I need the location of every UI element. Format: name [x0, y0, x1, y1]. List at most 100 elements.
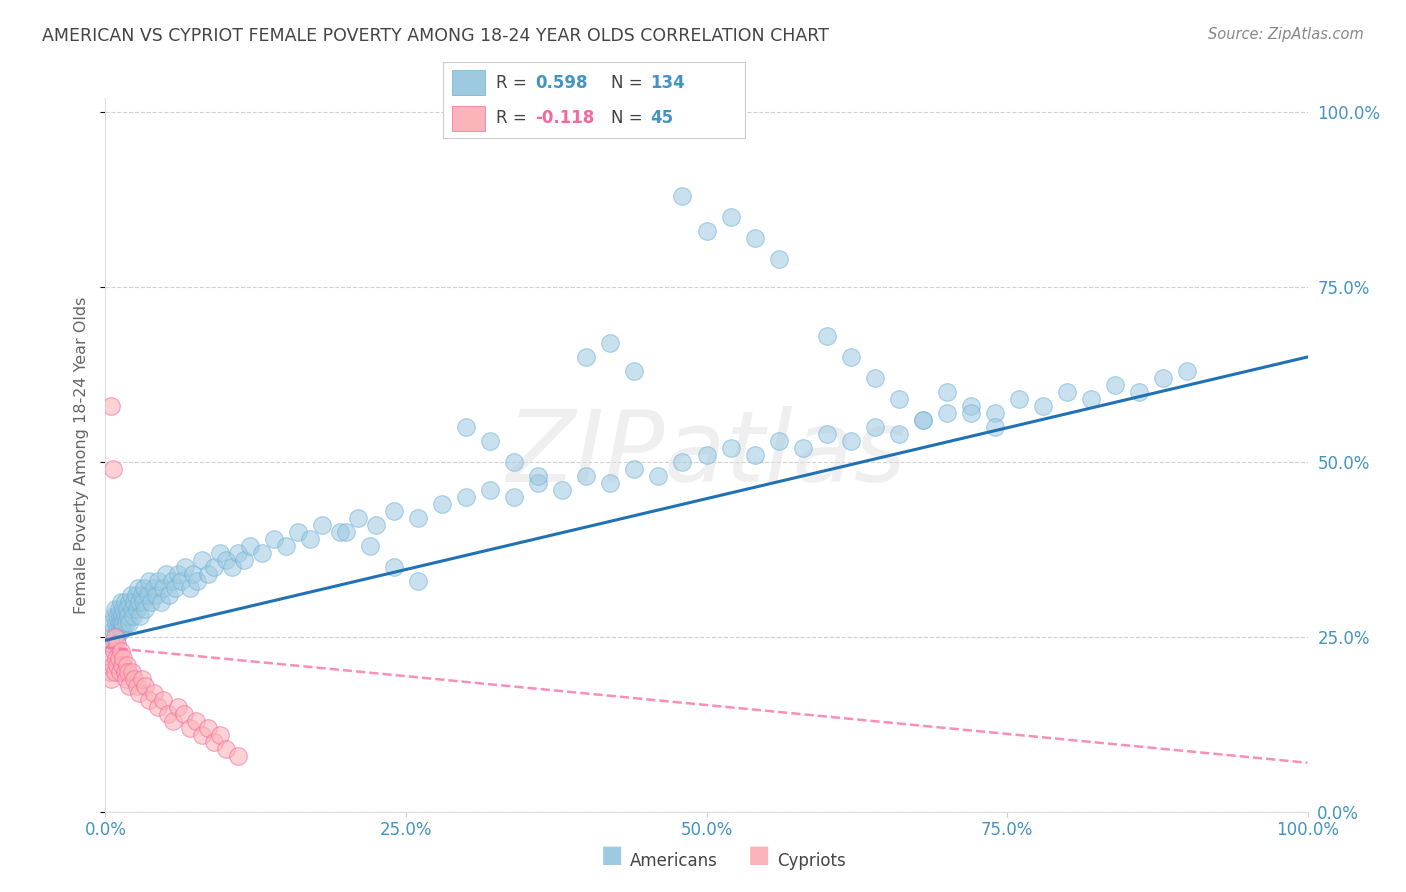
Point [118, 615, 141, 630]
Point [647, 469, 669, 483]
Point [815, 329, 838, 343]
Point [173, 706, 195, 721]
Point [984, 406, 1007, 420]
Text: Americans: Americans [630, 852, 718, 870]
Point [186, 574, 208, 588]
Text: Cypriots: Cypriots [778, 852, 846, 870]
Point [298, 532, 321, 546]
Point [1056, 384, 1078, 399]
Point [454, 420, 477, 434]
Point [454, 490, 477, 504]
Point [101, 462, 124, 476]
Point [551, 483, 574, 497]
Point [696, 448, 718, 462]
Point [232, 553, 254, 567]
Point [156, 706, 179, 721]
Point [115, 615, 138, 630]
Point [202, 559, 225, 574]
Point [406, 511, 429, 525]
Point [173, 559, 195, 574]
Point [671, 455, 693, 469]
Point [527, 469, 550, 483]
Point [115, 602, 138, 616]
Point [107, 623, 129, 637]
Point [100, 615, 122, 630]
Point [111, 608, 134, 623]
Point [98, 650, 121, 665]
Point [160, 574, 183, 588]
Point [744, 231, 766, 245]
Point [359, 539, 381, 553]
Point [108, 665, 131, 679]
Point [121, 665, 143, 679]
Point [107, 650, 129, 665]
Point [382, 504, 405, 518]
Point [104, 602, 127, 616]
Point [100, 672, 122, 686]
Point [287, 524, 309, 539]
Point [107, 637, 129, 651]
Point [145, 588, 167, 602]
Point [112, 602, 135, 616]
Text: N =: N = [610, 73, 643, 92]
Point [936, 384, 959, 399]
Point [134, 679, 156, 693]
Point [111, 623, 134, 637]
Point [115, 672, 138, 686]
Point [599, 475, 621, 490]
Point [142, 581, 165, 595]
Point [104, 665, 127, 679]
Point [575, 350, 598, 364]
Point [202, 735, 225, 749]
Point [101, 623, 124, 637]
Point [335, 524, 357, 539]
Point [138, 693, 160, 707]
Point [1175, 364, 1198, 378]
Point [1104, 378, 1126, 392]
Text: Source: ZipAtlas.com: Source: ZipAtlas.com [1208, 27, 1364, 42]
Point [226, 546, 249, 560]
Text: ZIPatlas: ZIPatlas [506, 407, 907, 503]
Point [1032, 399, 1054, 413]
Point [166, 566, 188, 581]
Point [115, 657, 138, 672]
Point [112, 650, 135, 665]
Text: ■: ■ [600, 843, 623, 867]
Point [911, 413, 934, 427]
Point [108, 623, 131, 637]
Point [101, 657, 124, 672]
Point [131, 672, 153, 686]
Point [527, 475, 550, 490]
Text: R =: R = [496, 109, 526, 128]
Point [792, 441, 814, 455]
Point [110, 595, 132, 609]
Point [131, 588, 153, 602]
Point [118, 679, 141, 693]
Point [128, 595, 150, 609]
Point [103, 644, 125, 658]
Point [107, 615, 129, 630]
Point [214, 741, 236, 756]
Point [239, 539, 262, 553]
Point [179, 581, 201, 595]
Point [110, 615, 132, 630]
Point [107, 602, 129, 616]
Point [120, 588, 142, 602]
Point [197, 721, 219, 735]
Point [122, 608, 145, 623]
Point [117, 665, 139, 679]
Point [127, 581, 149, 595]
Point [839, 350, 862, 364]
Point [114, 665, 136, 679]
Point [132, 581, 155, 595]
Point [197, 566, 219, 581]
Point [184, 714, 207, 728]
Point [100, 637, 122, 651]
Point [148, 699, 170, 714]
Text: 134: 134 [650, 73, 685, 92]
Point [118, 595, 141, 609]
Point [148, 574, 170, 588]
Point [108, 608, 131, 623]
Point [503, 455, 526, 469]
Point [960, 406, 983, 420]
